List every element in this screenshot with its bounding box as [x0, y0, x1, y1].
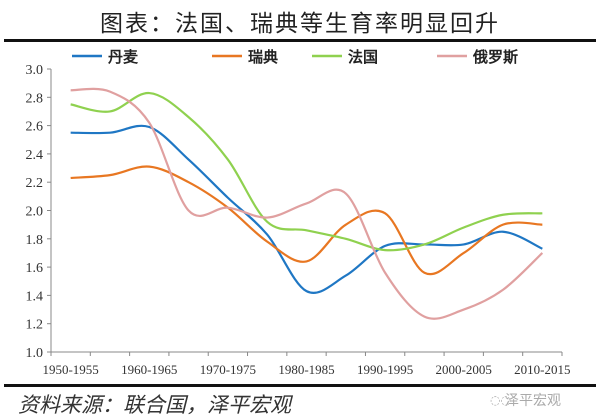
wechat-icon: ◌◌ [490, 393, 511, 407]
x-tick-label: 1950-1955 [42, 362, 98, 377]
y-tick-label: 2.4 [26, 148, 44, 163]
x-tick-label: 2010-2015 [514, 362, 570, 377]
x-tick-label: 1970-1975 [200, 362, 256, 377]
title-rule [4, 39, 596, 42]
x-tick-label: 1960-1965 [121, 362, 177, 377]
source-note: 资料来源：联合国，泽平宏观 [18, 393, 291, 417]
series-line-0 [70, 124, 543, 294]
y-tick-label: 2.0 [26, 205, 44, 220]
watermark: 泽平宏观 [505, 393, 561, 409]
y-tick-label: 2.2 [26, 176, 44, 191]
legend-label: 法国 [348, 48, 378, 66]
legend-label: 丹麦 [108, 48, 139, 66]
chart-title: 图表：法国、瑞典等生育率明显回升 [100, 11, 500, 37]
x-tick-label: 1980-1985 [278, 362, 334, 377]
y-tick-label: 1.0 [26, 346, 44, 361]
y-tick-label: 2.8 [26, 91, 44, 106]
footer-rule [4, 384, 596, 387]
y-tick-label: 3.0 [26, 63, 44, 78]
y-tick-label: 1.4 [26, 289, 44, 304]
x-tick-label: 2000-2005 [436, 362, 492, 377]
y-tick-label: 1.8 [26, 233, 44, 248]
y-tick-label: 2.6 [26, 120, 44, 135]
legend-label: 瑞典 [248, 48, 278, 66]
y-tick-label: 1.6 [26, 261, 44, 276]
y-tick-label: 1.2 [26, 318, 44, 333]
series-line-2 [70, 91, 543, 252]
line-chart: 1.0 1.2 1.4 1.6 1.8 2.0 2.2 2.4 2.6 2.8 3.0 1950-19… [26, 48, 571, 377]
x-tick-label: 1990-1995 [357, 362, 413, 377]
series-line-1 [70, 165, 543, 276]
series-line-3 [70, 87, 544, 320]
legend-label: 俄罗斯 [472, 48, 518, 66]
